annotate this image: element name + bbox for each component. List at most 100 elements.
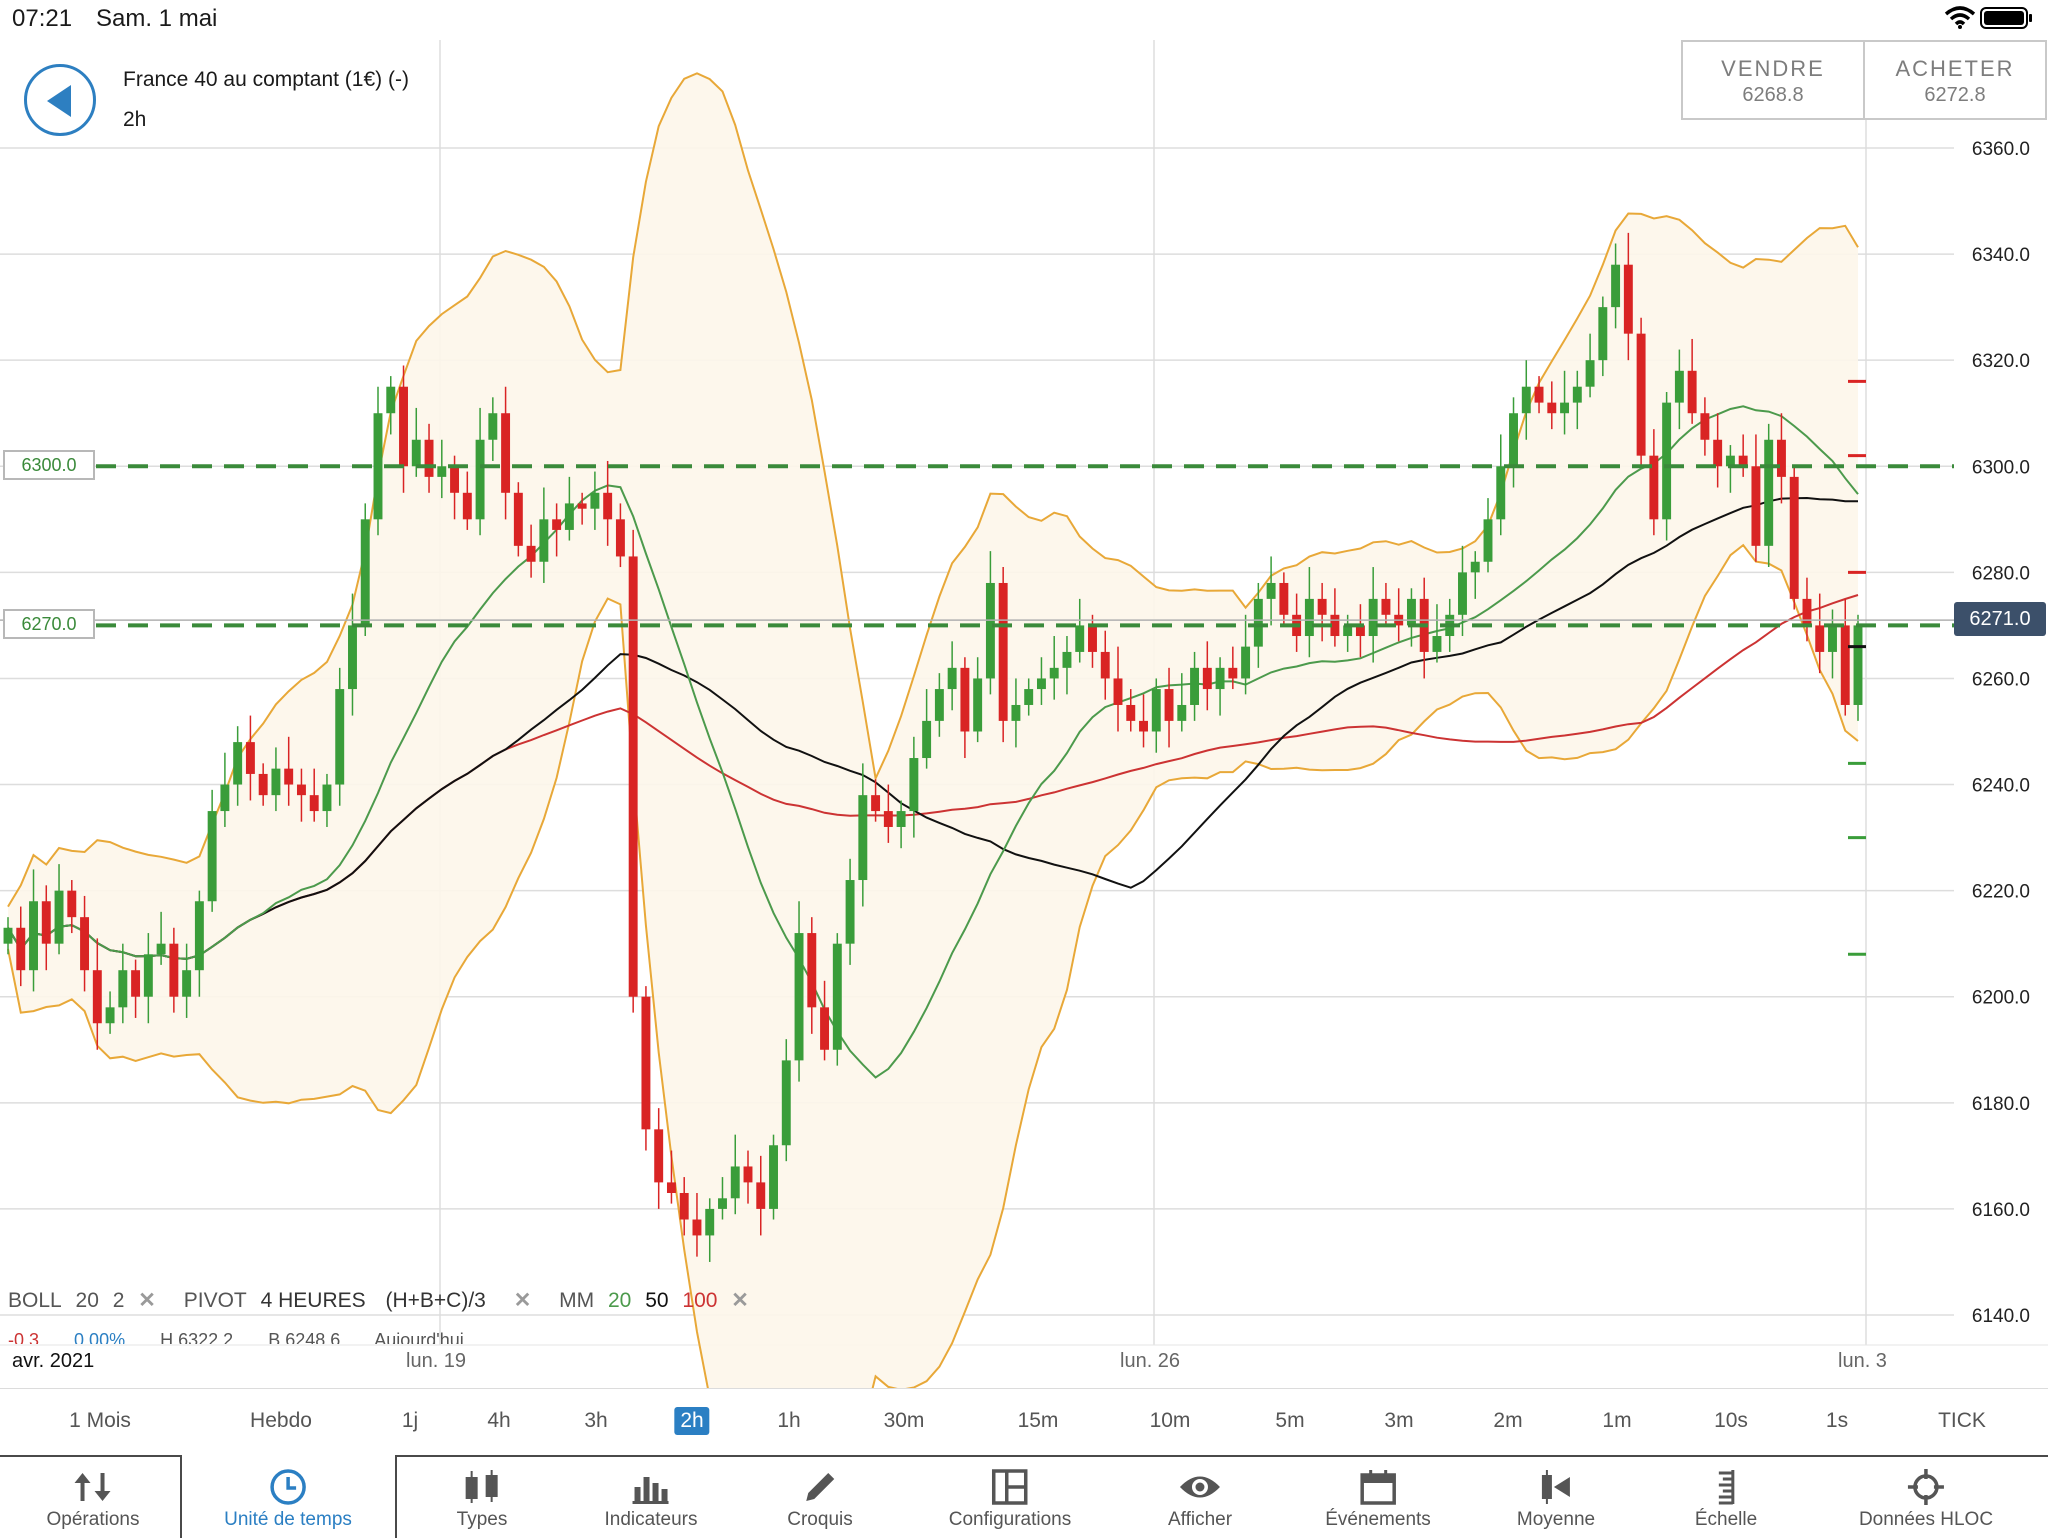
candle-body: [1636, 333, 1646, 456]
tf-15m[interactable]: 15m: [1017, 1409, 1059, 1432]
tf-10s[interactable]: 10s: [1714, 1409, 1748, 1432]
candle-body: [1649, 455, 1659, 520]
bollinger-lower-line: [7, 543, 1859, 1388]
candle-body: [781, 1060, 791, 1146]
level-label-6300[interactable]: 6300.0: [3, 450, 95, 480]
buy-price: 6272.8: [1924, 84, 1986, 106]
candle-body: [730, 1166, 740, 1199]
tf-1j[interactable]: 1j: [401, 1409, 419, 1432]
tf-10m[interactable]: 10m: [1149, 1409, 1191, 1432]
pivot-period: 4 HEURES: [260, 1289, 366, 1312]
tf-tick[interactable]: TICK: [1938, 1409, 1986, 1432]
candle-body: [1304, 598, 1314, 637]
candle-body: [1202, 667, 1212, 690]
tab-operations[interactable]: Opérations: [47, 1457, 139, 1538]
candle-body: [335, 689, 345, 785]
tab-configurations[interactable]: Configurations: [949, 1457, 1071, 1538]
price-chart[interactable]: 6360.0 6340.0 6320.0 6300.0 6280.0 6260.0 6240…: [0, 0, 2048, 1388]
remove-mm-icon[interactable]: ✕: [731, 1289, 749, 1312]
bollinger-band-fill: [8, 73, 1858, 1388]
remove-boll-icon[interactable]: ✕: [138, 1289, 156, 1312]
candle-body: [1725, 455, 1735, 467]
candle-body: [807, 933, 817, 1008]
current-price-tag: 6271.0: [1954, 602, 2046, 636]
candle-body: [1151, 689, 1161, 732]
boll-name[interactable]: BOLL: [8, 1289, 62, 1312]
layout-icon: [992, 1469, 1028, 1505]
tf-1-mois[interactable]: 1 Mois: [69, 1409, 131, 1432]
tf-30m[interactable]: 30m: [883, 1409, 925, 1432]
y-tick-label: 6320.0: [1972, 351, 2030, 372]
mm-period-50: 50: [645, 1289, 669, 1312]
mm-name[interactable]: MM: [559, 1289, 595, 1312]
tab-unite-de-temps[interactable]: Unité de temps: [224, 1457, 352, 1538]
pencil-icon: [805, 1473, 834, 1501]
tf-2m[interactable]: 2m: [1493, 1409, 1523, 1432]
candle-body: [437, 466, 447, 477]
tf-3h[interactable]: 3h: [584, 1409, 608, 1432]
candle-body: [92, 970, 102, 1024]
sell-button[interactable]: VENDRE 6268.8: [1683, 42, 1863, 118]
candle-body: [820, 1007, 830, 1050]
tab-evenements[interactable]: Événements: [1325, 1457, 1431, 1538]
tab-indicateurs[interactable]: Indicateurs: [605, 1457, 697, 1538]
y-tick-label: 6140.0: [1972, 1306, 2030, 1327]
tf-2h[interactable]: 2h: [674, 1407, 710, 1435]
candle-body: [1521, 386, 1531, 414]
candle-body: [322, 784, 332, 812]
candle-body: [1802, 598, 1812, 626]
candle-body: [603, 492, 613, 520]
candle-body: [424, 439, 434, 477]
candle-body: [1049, 667, 1059, 679]
remove-pivot-icon[interactable]: ✕: [513, 1289, 532, 1312]
candles-icon: [465, 1470, 498, 1503]
candle-body: [411, 439, 421, 467]
candle-body: [131, 970, 141, 997]
candle-body: [1164, 689, 1174, 721]
buy-button[interactable]: ACHETER 6272.8: [1863, 42, 2045, 118]
average-icon: [1541, 1470, 1570, 1504]
candle-body: [1623, 264, 1633, 334]
tab-moyenne[interactable]: Moyenne: [1517, 1457, 1595, 1538]
arrows-updown-icon: [74, 1473, 111, 1501]
tab-afficher-label: Afficher: [1167, 1509, 1233, 1530]
candle-body: [1126, 704, 1136, 721]
candle-body: [194, 901, 204, 971]
tf-1m[interactable]: 1m: [1602, 1409, 1632, 1432]
candle-body: [1241, 646, 1251, 679]
candle-body: [1853, 625, 1863, 705]
y-tick-label: 6340.0: [1972, 245, 2030, 266]
tab-croquis[interactable]: Croquis: [787, 1457, 853, 1538]
x-label-lun26: lun. 26: [1120, 1350, 1181, 1372]
mm-period-20: 20: [607, 1289, 632, 1312]
tf-hebdo[interactable]: Hebdo: [250, 1409, 312, 1432]
timeframe-bar: 1 Mois Hebdo 1j 4h 3h 2h 1h 30m 15m 10m …: [0, 1388, 2048, 1455]
candle-body: [960, 667, 970, 732]
trade-panel: VENDRE 6268.8 ACHETER 6272.8: [1681, 40, 2047, 120]
tf-3m[interactable]: 3m: [1384, 1409, 1414, 1432]
candle-body: [973, 678, 983, 732]
tf-5m[interactable]: 5m: [1275, 1409, 1305, 1432]
back-arrow-icon: [47, 85, 71, 117]
candle-body: [29, 901, 38, 971]
candle-body: [462, 492, 472, 520]
tab-types[interactable]: Types: [457, 1457, 507, 1538]
info-change-pct: 0.00%: [74, 1330, 126, 1344]
tab-echelle[interactable]: Échelle: [1695, 1457, 1757, 1538]
candle-body: [832, 943, 842, 1050]
tab-donnees-hloc[interactable]: Données HLOC: [1859, 1457, 1993, 1538]
tab-afficher[interactable]: Afficher: [1168, 1457, 1232, 1538]
tf-1s[interactable]: 1s: [1825, 1409, 1849, 1432]
level-label-6270[interactable]: 6270.0: [3, 609, 95, 639]
back-button[interactable]: [24, 64, 96, 136]
info-low: B 6248.6: [268, 1330, 341, 1344]
tf-1h[interactable]: 1h: [777, 1409, 801, 1432]
candle-body: [501, 413, 511, 493]
candle-body: [1253, 598, 1263, 647]
active-tab-gap: [182, 1455, 395, 1458]
tf-4h[interactable]: 4h: [487, 1409, 511, 1432]
tab-evenements-label: Événements: [1325, 1509, 1431, 1530]
candle-body: [1279, 582, 1289, 615]
pivot-name[interactable]: PIVOT: [183, 1289, 247, 1312]
info-period: Aujourd'hui: [374, 1330, 464, 1344]
